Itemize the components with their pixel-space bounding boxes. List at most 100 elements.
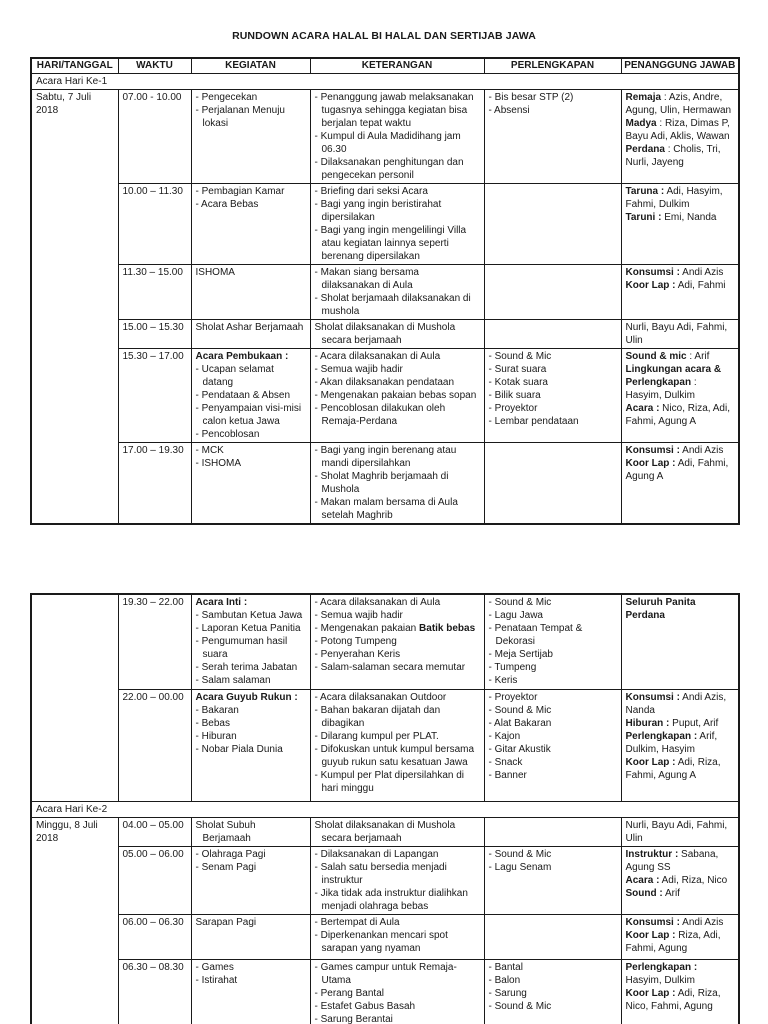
- column-header-waktu: WAKTU: [117, 57, 192, 74]
- cell-kegiatan: - Games - Istirahat: [190, 959, 311, 1024]
- cell-keterangan-line: - Dilaksanakan di Lapangan: [314, 849, 439, 860]
- cell-perlengkapan: - Proyektor - Sound & Mic - Alat Bakaran - …: [483, 689, 622, 802]
- cell-perlengkapan-line: - Sound & Mic: [488, 1001, 552, 1012]
- cell-kegiatan-line: - Serah terima Jabatan: [195, 661, 298, 673]
- cell-waktu: 04.00 – 05.00: [117, 817, 192, 847]
- schedule-row: 06.00 – 06.30 Sarapan Pagi - Bertempat di …: [31, 914, 740, 960]
- cell-kegiatan-line: - MCK: [195, 444, 224, 456]
- schedule-row: 19.30 – 22.00 Acara Inti :- Sambutan Ketu…: [30, 593, 740, 802]
- cell-kegiatan-line: - Pengecekan: [195, 91, 258, 103]
- cell-keterangan-line: - Briefing dari seksi Acara: [314, 185, 428, 197]
- cell-keterangan-line: - Semua wajib hadir: [314, 609, 403, 621]
- cell-keterangan-line: - Perang Bantal: [314, 988, 385, 999]
- cell-perlengkapan-line: - Lagu Jawa: [488, 609, 543, 621]
- cell-keterangan-line: - Jika tidak ada instruktur dialihkan me…: [314, 888, 468, 912]
- cell-kegiatan: Sholat Subuh Berjamaah: [190, 817, 311, 847]
- cell-kegiatan-line: ISHOMA: [195, 266, 235, 278]
- cell-penanggung-jawab: Sound & mic : Arif Lingkungan acara & Per…: [620, 347, 740, 443]
- cell-keterangan-line: - Akan dilaksanakan pendataan: [314, 376, 455, 388]
- cell-perlengkapan: [483, 318, 622, 349]
- cell-keterangan-line: - Penanggung jawab melaksanakan tugasnya…: [314, 91, 474, 129]
- cell-perlengkapan-line: - Bilik suara: [488, 389, 541, 401]
- cell-keterangan-line: - Potong Tumpeng: [314, 635, 397, 647]
- cell-perlengkapan-line: - Balon: [488, 975, 521, 986]
- cell-kegiatan: Acara Pembukaan :- Ucapan selamat datang…: [190, 347, 311, 443]
- cell-penanggung-jawab-line: Acara : Nico, Riza, Adi, Fahmi, Agung A: [625, 402, 731, 427]
- cell-kegiatan-line: - Laporan Ketua Panitia: [195, 622, 301, 634]
- cell-keterangan-line: - Bertempat di Aula: [314, 917, 400, 928]
- cell-keterangan-line: - Acara dilaksanakan Outdoor: [314, 692, 447, 703]
- cell-keterangan-line: - Estafet Gabus Basah: [314, 1001, 416, 1012]
- cell-penanggung-jawab-line: Koor Lap : Adi, Riza, Nico, Fahmi, Agung: [625, 988, 721, 1012]
- cell-kegiatan-line: Acara Inti :: [195, 596, 248, 608]
- cell-penanggung-jawab-line: Taruna : Adi, Hasyim, Fahmi, Dulkim: [625, 185, 723, 210]
- schedule-row: Sabtu, 7 Juli 2018 07.00 - 10.00- Pengece…: [30, 88, 740, 524]
- cell-waktu: 11.30 – 15.00: [117, 263, 192, 320]
- cell-perlengkapan-line: - Meja Sertijab: [488, 648, 553, 660]
- cell-kegiatan-line: - ISHOMA: [195, 457, 242, 469]
- cell-perlengkapan: [483, 182, 622, 265]
- cell-penanggung-jawab-line: Koor Lap : Adi, Riza, Fahmi, Agung A: [625, 757, 721, 781]
- cell-keterangan-line: - Bagi yang ingin beristirahat dipersila…: [314, 198, 442, 223]
- cell-penanggung-jawab-line: Lingkungan acara & Perlengkapan : Hasyim…: [625, 363, 722, 401]
- cell-keterangan-line: - Makan malam bersama di Aula setelah Ma…: [314, 496, 458, 521]
- cell-waktu: 22.00 – 00.00: [117, 689, 192, 802]
- cell-kegiatan-line: - Perjalanan Menuju lokasi: [195, 104, 286, 129]
- cell-penanggung-jawab-line: Perlengkapan : Hasyim, Dulkim: [625, 962, 698, 986]
- cell-perlengkapan-line: - Kajon: [488, 731, 521, 742]
- cell-keterangan-line: - Sarung Berantai: [314, 1014, 393, 1024]
- cell-kegiatan: Acara Guyub Rukun : - Bakaran - Bebas - Hib…: [190, 689, 311, 802]
- cell-perlengkapan: - Sound & Mic - Lagu Senam: [483, 846, 622, 915]
- cell-penanggung-jawab: Konsumsi : Andi Azis Koor Lap : Adi, Fahm…: [620, 441, 740, 524]
- cell-keterangan-line: - Difokuskan untuk kumpul bersama guyub …: [314, 744, 475, 768]
- cell-penanggung-jawab-line: Taruni : Emi, Nanda: [625, 211, 717, 223]
- cell-keterangan: Sholat dilaksanakan di Mushola secara be…: [309, 817, 485, 847]
- schedule-row: 11.30 – 15.00 ISHOMA - Makan siang bersama…: [31, 263, 740, 320]
- day-section-label: Acara Hari Ke-1: [30, 72, 740, 90]
- cell-penanggung-jawab-line: Perdana : Cholis, Tri, Nurli, Jayeng: [625, 143, 721, 168]
- rundown-table-block-2: 19.30 – 22.00 Acara Inti :- Sambutan Ketu…: [30, 592, 740, 1024]
- cell-penanggung-jawab-line: Seluruh Panita Perdana: [625, 596, 696, 621]
- cell-perlengkapan-line: - Lembar pendataan: [488, 415, 579, 427]
- day-section-row: Acara Hari Ke-1: [30, 72, 740, 90]
- cell-keterangan-line: - Salah satu bersedia menjadi instruktur: [314, 862, 447, 886]
- cell-kegiatan-line: - Nobar Piala Dunia: [195, 744, 283, 755]
- column-header-kegiatan: KEGIATAN: [190, 57, 311, 74]
- cell-kegiatan: - Pengecekan - Perjalanan Menuju lokasi: [190, 88, 311, 184]
- cell-penanggung-jawab: Konsumsi : Andi Azis Koor Lap : Adi, Fahm…: [620, 263, 740, 320]
- schedule-row: 05.00 – 06.00- Olahraga Pagi - Senam Pagi…: [31, 846, 740, 915]
- cell-kegiatan-line: - Istirahat: [195, 975, 238, 986]
- cell-penanggung-jawab-line: Instruktur : Sabana, Agung SS: [625, 849, 719, 873]
- cell-perlengkapan: [483, 441, 622, 524]
- cell-kegiatan: - MCK - ISHOMA: [190, 441, 311, 524]
- cell-waktu: 19.30 – 22.00: [117, 593, 192, 690]
- cell-penanggung-jawab-line: Konsumsi : Andi Azis, Nanda: [625, 692, 727, 716]
- cell-keterangan-line: - Salam-salaman secara memutar: [314, 661, 466, 673]
- cell-kegiatan-line: - Penyampaian visi-misi calon ketua Jawa: [195, 402, 302, 427]
- cell-keterangan-line: - Kumpul di Aula Madidihang jam 06.30: [314, 130, 461, 155]
- day-section-label: Acara Hari Ke-2: [30, 801, 740, 818]
- cell-kegiatan-line: - Acara Bebas: [195, 198, 259, 210]
- cell-keterangan: - Dilaksanakan di Lapangan - Salah satu b…: [309, 846, 485, 915]
- cell-keterangan-line: - Bagi yang ingin berenang atau mandi di…: [314, 444, 457, 469]
- rundown-table-block-1: HARI/TANGGAL WAKTU KEGIATAN KETERANGAN PERLE…: [30, 57, 740, 525]
- cell-kegiatan-line: - Pembagian Kamar: [195, 185, 285, 197]
- schedule-row: 22.00 – 00.00 Acara Guyub Rukun : - Bakara…: [31, 689, 740, 802]
- cell-keterangan-line: - Pencoblosan dilakukan oleh Remaja-Perd…: [314, 402, 446, 427]
- cell-perlengkapan: - Sound & Mic - Lagu Jawa - Penataan Tempa…: [483, 593, 622, 690]
- schedule-row: 06.30 – 08.30- Games - Istirahat - Games c…: [31, 959, 740, 1024]
- cell-keterangan-line: - Acara dilaksanakan di Aula: [314, 350, 441, 362]
- cell-kegiatan: Sholat Ashar Berjamaah: [190, 318, 311, 349]
- cell-perlengkapan-line: - Alat Bakaran: [488, 718, 552, 729]
- cell-keterangan: - Acara dilaksanakan Outdoor - Bahan baka…: [309, 689, 485, 802]
- cell-penanggung-jawab-line: Nurli, Bayu Adi, Fahmi, Ulin: [625, 820, 728, 844]
- cell-penanggung-jawab: Perlengkapan : Hasyim, Dulkim Koor Lap : …: [620, 959, 740, 1024]
- cell-penanggung-jawab-line: Koor Lap : Riza, Adi, Fahmi, Agung: [625, 930, 721, 954]
- cell-perlengkapan-line: - Sound & Mic: [488, 350, 552, 362]
- cell-perlengkapan: - Sound & Mic - Surat suara - Kotak suara -…: [483, 347, 622, 443]
- cell-perlengkapan: - Bantal - Balon - Sarung - Sound & Mic: [483, 959, 622, 1024]
- cell-perlengkapan-line: - Sound & Mic: [488, 849, 552, 860]
- cell-perlengkapan-line: - Tumpeng: [488, 661, 537, 673]
- cell-keterangan-line: - Kumpul per Plat dipersilahkan di hari …: [314, 770, 465, 794]
